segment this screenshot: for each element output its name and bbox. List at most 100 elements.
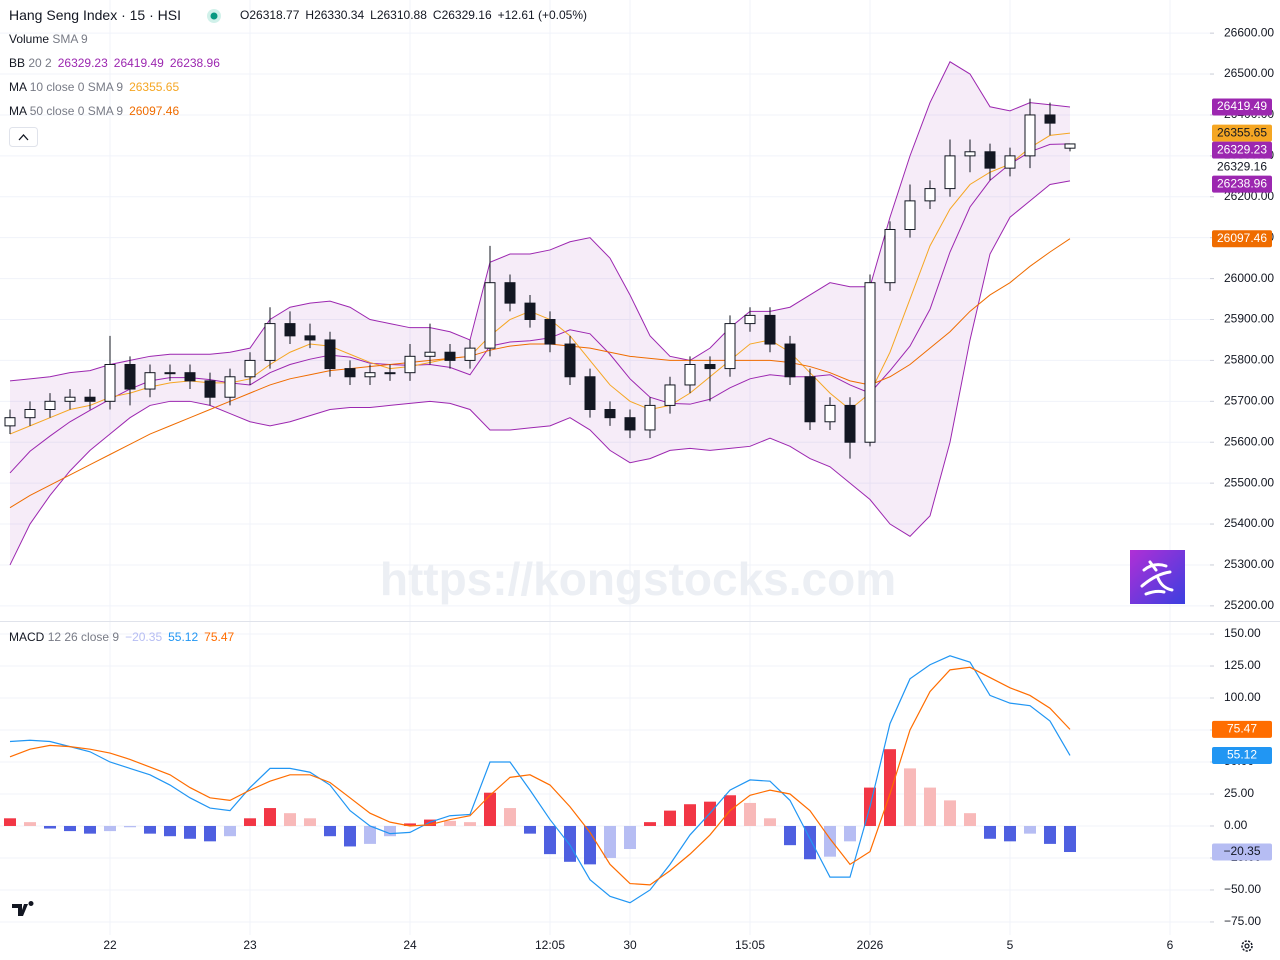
candle-body (264, 323, 276, 361)
candle-body (864, 282, 876, 443)
collapse-button[interactable] (9, 127, 38, 147)
candle-body (944, 155, 956, 190)
signal-value: 75.47 (204, 630, 234, 644)
macd-histogram-bar (324, 825, 336, 837)
macd-histogram-bar (524, 825, 536, 834)
candle-body (904, 200, 916, 230)
candle-body (1064, 143, 1076, 149)
tv-logo-mark (12, 900, 34, 916)
y-tick-label: −75.00 (1224, 914, 1261, 928)
macd-histogram-bar (384, 825, 396, 837)
x-tick-label: 6 (1167, 938, 1174, 952)
gear-inner (1244, 943, 1250, 949)
bb-basis-badge (1212, 141, 1272, 159)
candle-body (504, 282, 516, 304)
candle-body (524, 302, 536, 320)
candle-body (364, 372, 376, 378)
macd-histogram-bar (444, 820, 456, 826)
candle-body (24, 409, 36, 419)
price-change: +12.61 (+0.05%) (498, 8, 587, 22)
macd-hist-value: −20.35 (125, 630, 162, 644)
candle-body (844, 404, 856, 443)
candle-body (784, 343, 796, 378)
macd-histogram-bar (1044, 825, 1056, 844)
x-tick-label: 5 (1007, 938, 1014, 952)
macd-histogram-bar (964, 813, 976, 826)
candle-body (564, 343, 576, 378)
ohlc-value: 26330.34 (314, 8, 364, 22)
bb-lower-badge (1212, 175, 1272, 193)
candle-body (1024, 114, 1036, 157)
y-tick-label: 25700.00 (1224, 393, 1274, 407)
bb-value: 26329.23 (58, 56, 108, 70)
site-logo-glyph (1140, 560, 1174, 596)
macd-histogram-bar (1064, 825, 1076, 853)
study-volume: Volume SMA 9 (9, 32, 88, 46)
tradingview-logo (12, 900, 34, 916)
study-name: Volume (9, 32, 49, 46)
plot (4, 61, 1076, 904)
candle-body (324, 339, 336, 370)
macd-histogram-bar (744, 802, 756, 826)
macd-histogram-bar (784, 825, 796, 846)
x-tick-label: 23 (243, 938, 257, 952)
x-tick-label: 22 (103, 938, 117, 952)
x-tick-label: 2026 (857, 938, 884, 952)
candle-body (244, 359, 256, 378)
macd-histogram-bar (244, 818, 256, 826)
candle-body (444, 351, 456, 361)
candle-body (964, 151, 976, 157)
candle-body (724, 323, 736, 370)
macd-badge-label: 55.12 (1227, 748, 1257, 762)
macd-histogram-bar (1004, 825, 1016, 842)
ohlc-prefix: H (305, 8, 314, 22)
macd-histogram-bar (604, 825, 616, 858)
candle-body (544, 319, 556, 345)
y-tick-label: 25400.00 (1224, 516, 1274, 530)
ohlc-prefix: O (240, 8, 249, 22)
macd-histogram-bar (104, 825, 116, 832)
macd-histogram-bar (84, 825, 96, 834)
candle-body (464, 347, 476, 361)
macd-histogram-bar (904, 768, 916, 826)
study-bb: BB 20 2 26329.23 26419.49 26238.96 (9, 56, 220, 70)
grid (0, 0, 1210, 935)
candle-body (604, 409, 616, 419)
candle-body (144, 372, 156, 390)
study-params: 20 2 (28, 56, 52, 70)
settings-button[interactable] (1241, 940, 1253, 952)
study-name: MA (9, 80, 27, 94)
study-params: 12 26 close 9 (48, 630, 120, 644)
y-tick-label: 26000.00 (1224, 271, 1274, 285)
y-tick-label: 100.00 (1224, 690, 1261, 704)
macd-histogram-bar (684, 804, 696, 826)
macd-histogram-bar (644, 822, 656, 826)
candle-body (824, 404, 836, 423)
candle-body (664, 384, 676, 406)
macd-histogram-bar (624, 825, 636, 850)
macd-line (9, 655, 1071, 904)
axes: 22 23 24 12:05 30 15:05 2026 5 6 25200.00 25300.00… (103, 25, 1274, 952)
macd-histogram-bar (664, 810, 676, 826)
macd-histogram-bar (824, 825, 836, 857)
x-tick-label: 12:05 (535, 938, 565, 952)
y-tick-label: 26500.00 (1224, 66, 1274, 80)
macd-histogram-bar (544, 825, 556, 855)
candle-body (84, 396, 96, 402)
macd-histogram-bar (24, 822, 36, 826)
candle-body (64, 396, 76, 402)
ma-value: 26355.65 (129, 80, 179, 94)
ma-value: 26097.46 (129, 104, 179, 118)
candle-body (404, 355, 416, 374)
macd-histogram-bar (364, 825, 376, 844)
candle-body (424, 351, 436, 357)
candle-body (284, 323, 296, 337)
y-tick-label: 150.00 (1224, 626, 1261, 640)
macd-histogram-bar (344, 825, 356, 847)
macd-histogram-bar (884, 749, 896, 826)
study-name: MA (9, 104, 27, 118)
bb-lower (9, 180, 1071, 566)
macd-histogram-bar (464, 822, 476, 826)
study-macd: MACD 12 26 close 9 −20.35 55.12 75.47 (9, 630, 235, 644)
watermark: https://kongstocks.com (380, 553, 896, 605)
